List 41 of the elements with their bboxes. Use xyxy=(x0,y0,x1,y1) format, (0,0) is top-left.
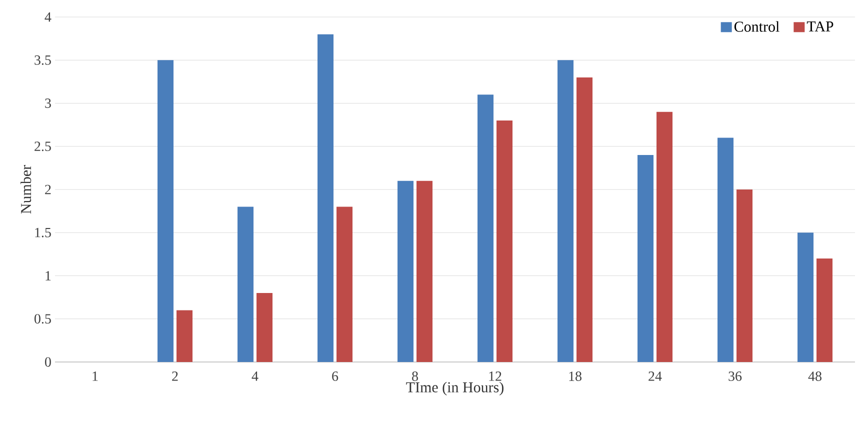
bar xyxy=(576,77,593,362)
legend-label: TAP xyxy=(806,21,834,32)
y-axis-title: Number xyxy=(20,165,32,214)
bar xyxy=(416,180,433,362)
x-tick-label: 18 xyxy=(569,372,582,381)
y-tick-label: 0 xyxy=(45,357,51,367)
x-tick-label: 24 xyxy=(648,372,662,381)
bar xyxy=(158,60,174,362)
x-tick-label: 4 xyxy=(252,372,258,381)
x-tick-label: 48 xyxy=(808,372,822,381)
y-tick-label: 1 xyxy=(46,271,51,280)
x-tick-label: 36 xyxy=(728,372,742,381)
y-tick-label: 3.5 xyxy=(34,55,51,65)
bar xyxy=(496,120,513,362)
x-tick-label: 2 xyxy=(172,372,178,381)
bar xyxy=(238,206,254,362)
bar xyxy=(718,138,734,362)
bar xyxy=(638,154,654,362)
legend-label: Control xyxy=(734,21,780,32)
bar xyxy=(318,34,334,362)
bar xyxy=(478,94,494,362)
x-axis-title: TIme (in Hours) xyxy=(406,382,504,396)
bar xyxy=(736,189,753,362)
bar xyxy=(176,310,193,362)
bar xyxy=(336,206,353,362)
y-tick-label: 2.5 xyxy=(34,142,51,152)
y-tick-label: 2 xyxy=(45,184,51,194)
bar xyxy=(558,60,574,362)
y-tick-label: 3 xyxy=(45,98,51,108)
x-tick-label: 12 xyxy=(489,372,502,381)
bar xyxy=(256,292,273,362)
x-tick-label: 8 xyxy=(412,372,418,381)
bar xyxy=(816,258,833,362)
x-tick-label: 6 xyxy=(332,372,338,381)
bar xyxy=(398,180,414,362)
y-tick-label: 1.5 xyxy=(35,228,51,238)
bar xyxy=(656,112,673,362)
y-tick-label: 4 xyxy=(44,12,52,22)
x-tick-label: 1 xyxy=(92,372,98,381)
bar xyxy=(798,232,814,362)
y-tick-label: 0.5 xyxy=(34,314,51,324)
